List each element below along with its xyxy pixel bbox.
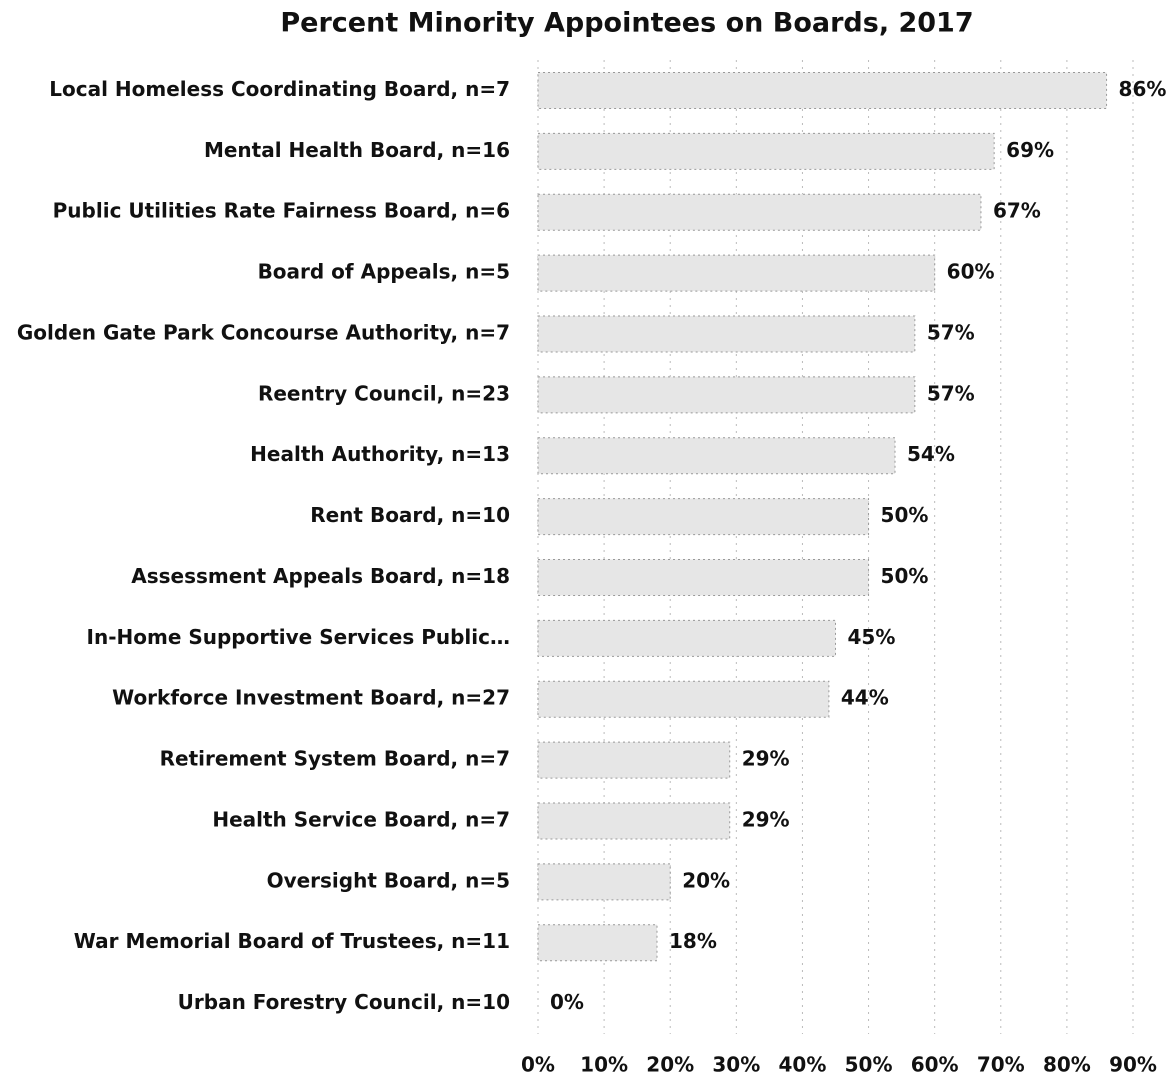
bar	[537, 924, 658, 962]
bar	[537, 315, 916, 353]
y-tick-label: Mental Health Board, n=16	[204, 138, 510, 162]
y-tick-label: Rent Board, n=10	[310, 503, 510, 527]
bar	[537, 71, 1108, 109]
y-tick-label: Health Authority, n=13	[250, 442, 510, 466]
value-label: 50%	[881, 503, 929, 527]
value-label: 18%	[669, 929, 717, 953]
value-label: 29%	[742, 747, 790, 771]
x-tick-label: 80%	[1043, 1053, 1091, 1077]
y-tick-label: Urban Forestry Council, n=10	[178, 990, 510, 1014]
bar	[537, 680, 830, 718]
x-tick-label: 70%	[977, 1053, 1025, 1077]
y-tick-label: Public Utilities Rate Fairness Board, n=…	[53, 199, 510, 223]
bar	[537, 254, 936, 292]
bar	[537, 741, 731, 779]
bar	[537, 558, 870, 596]
value-label: 0%	[550, 990, 584, 1014]
value-label: 54%	[907, 442, 955, 466]
bar	[537, 132, 995, 170]
y-tick-label: Health Service Board, n=7	[212, 807, 510, 831]
bar	[537, 498, 870, 536]
y-tick-label: Golden Gate Park Concourse Authority, n=…	[17, 320, 510, 344]
chart-title: Percent Minority Appointees on Boards, 2…	[280, 8, 973, 39]
x-tick-label: 90%	[1109, 1053, 1157, 1077]
value-label: 86%	[1119, 77, 1167, 101]
x-tick-label: 30%	[712, 1053, 760, 1077]
x-tick-label: 20%	[646, 1053, 694, 1077]
y-tick-label: Oversight Board, n=5	[267, 868, 510, 892]
y-tick-label: Reentry Council, n=23	[258, 381, 510, 405]
bar	[537, 802, 731, 840]
value-label: 67%	[993, 199, 1041, 223]
y-tick-label: Board of Appeals, n=5	[258, 260, 510, 284]
value-label: 57%	[927, 320, 975, 344]
value-label: 69%	[1006, 138, 1054, 162]
y-tick-label: War Memorial Board of Trustees, n=11	[74, 929, 510, 953]
value-label: 44%	[841, 686, 889, 710]
value-label: 57%	[927, 381, 975, 405]
bar	[537, 376, 916, 414]
bar	[537, 619, 836, 657]
y-tick-label: In-Home Supportive Services Public…	[87, 625, 510, 649]
y-tick-label: Assessment Appeals Board, n=18	[131, 564, 510, 588]
bar	[537, 193, 982, 231]
bar	[537, 437, 896, 475]
value-label: 45%	[848, 625, 896, 649]
y-tick-label: Workforce Investment Board, n=27	[112, 686, 510, 710]
x-tick-label: 60%	[911, 1053, 959, 1077]
x-tick-label: 0%	[521, 1053, 555, 1077]
x-tick-label: 50%	[845, 1053, 893, 1077]
value-label: 60%	[947, 260, 995, 284]
x-tick-label: 40%	[779, 1053, 827, 1077]
value-label: 20%	[682, 868, 730, 892]
value-label: 29%	[742, 807, 790, 831]
y-tick-label: Local Homeless Coordinating Board, n=7	[49, 77, 510, 101]
y-tick-label: Retirement System Board, n=7	[160, 747, 510, 771]
bar	[537, 863, 671, 901]
value-label: 50%	[881, 564, 929, 588]
x-tick-label: 10%	[580, 1053, 628, 1077]
